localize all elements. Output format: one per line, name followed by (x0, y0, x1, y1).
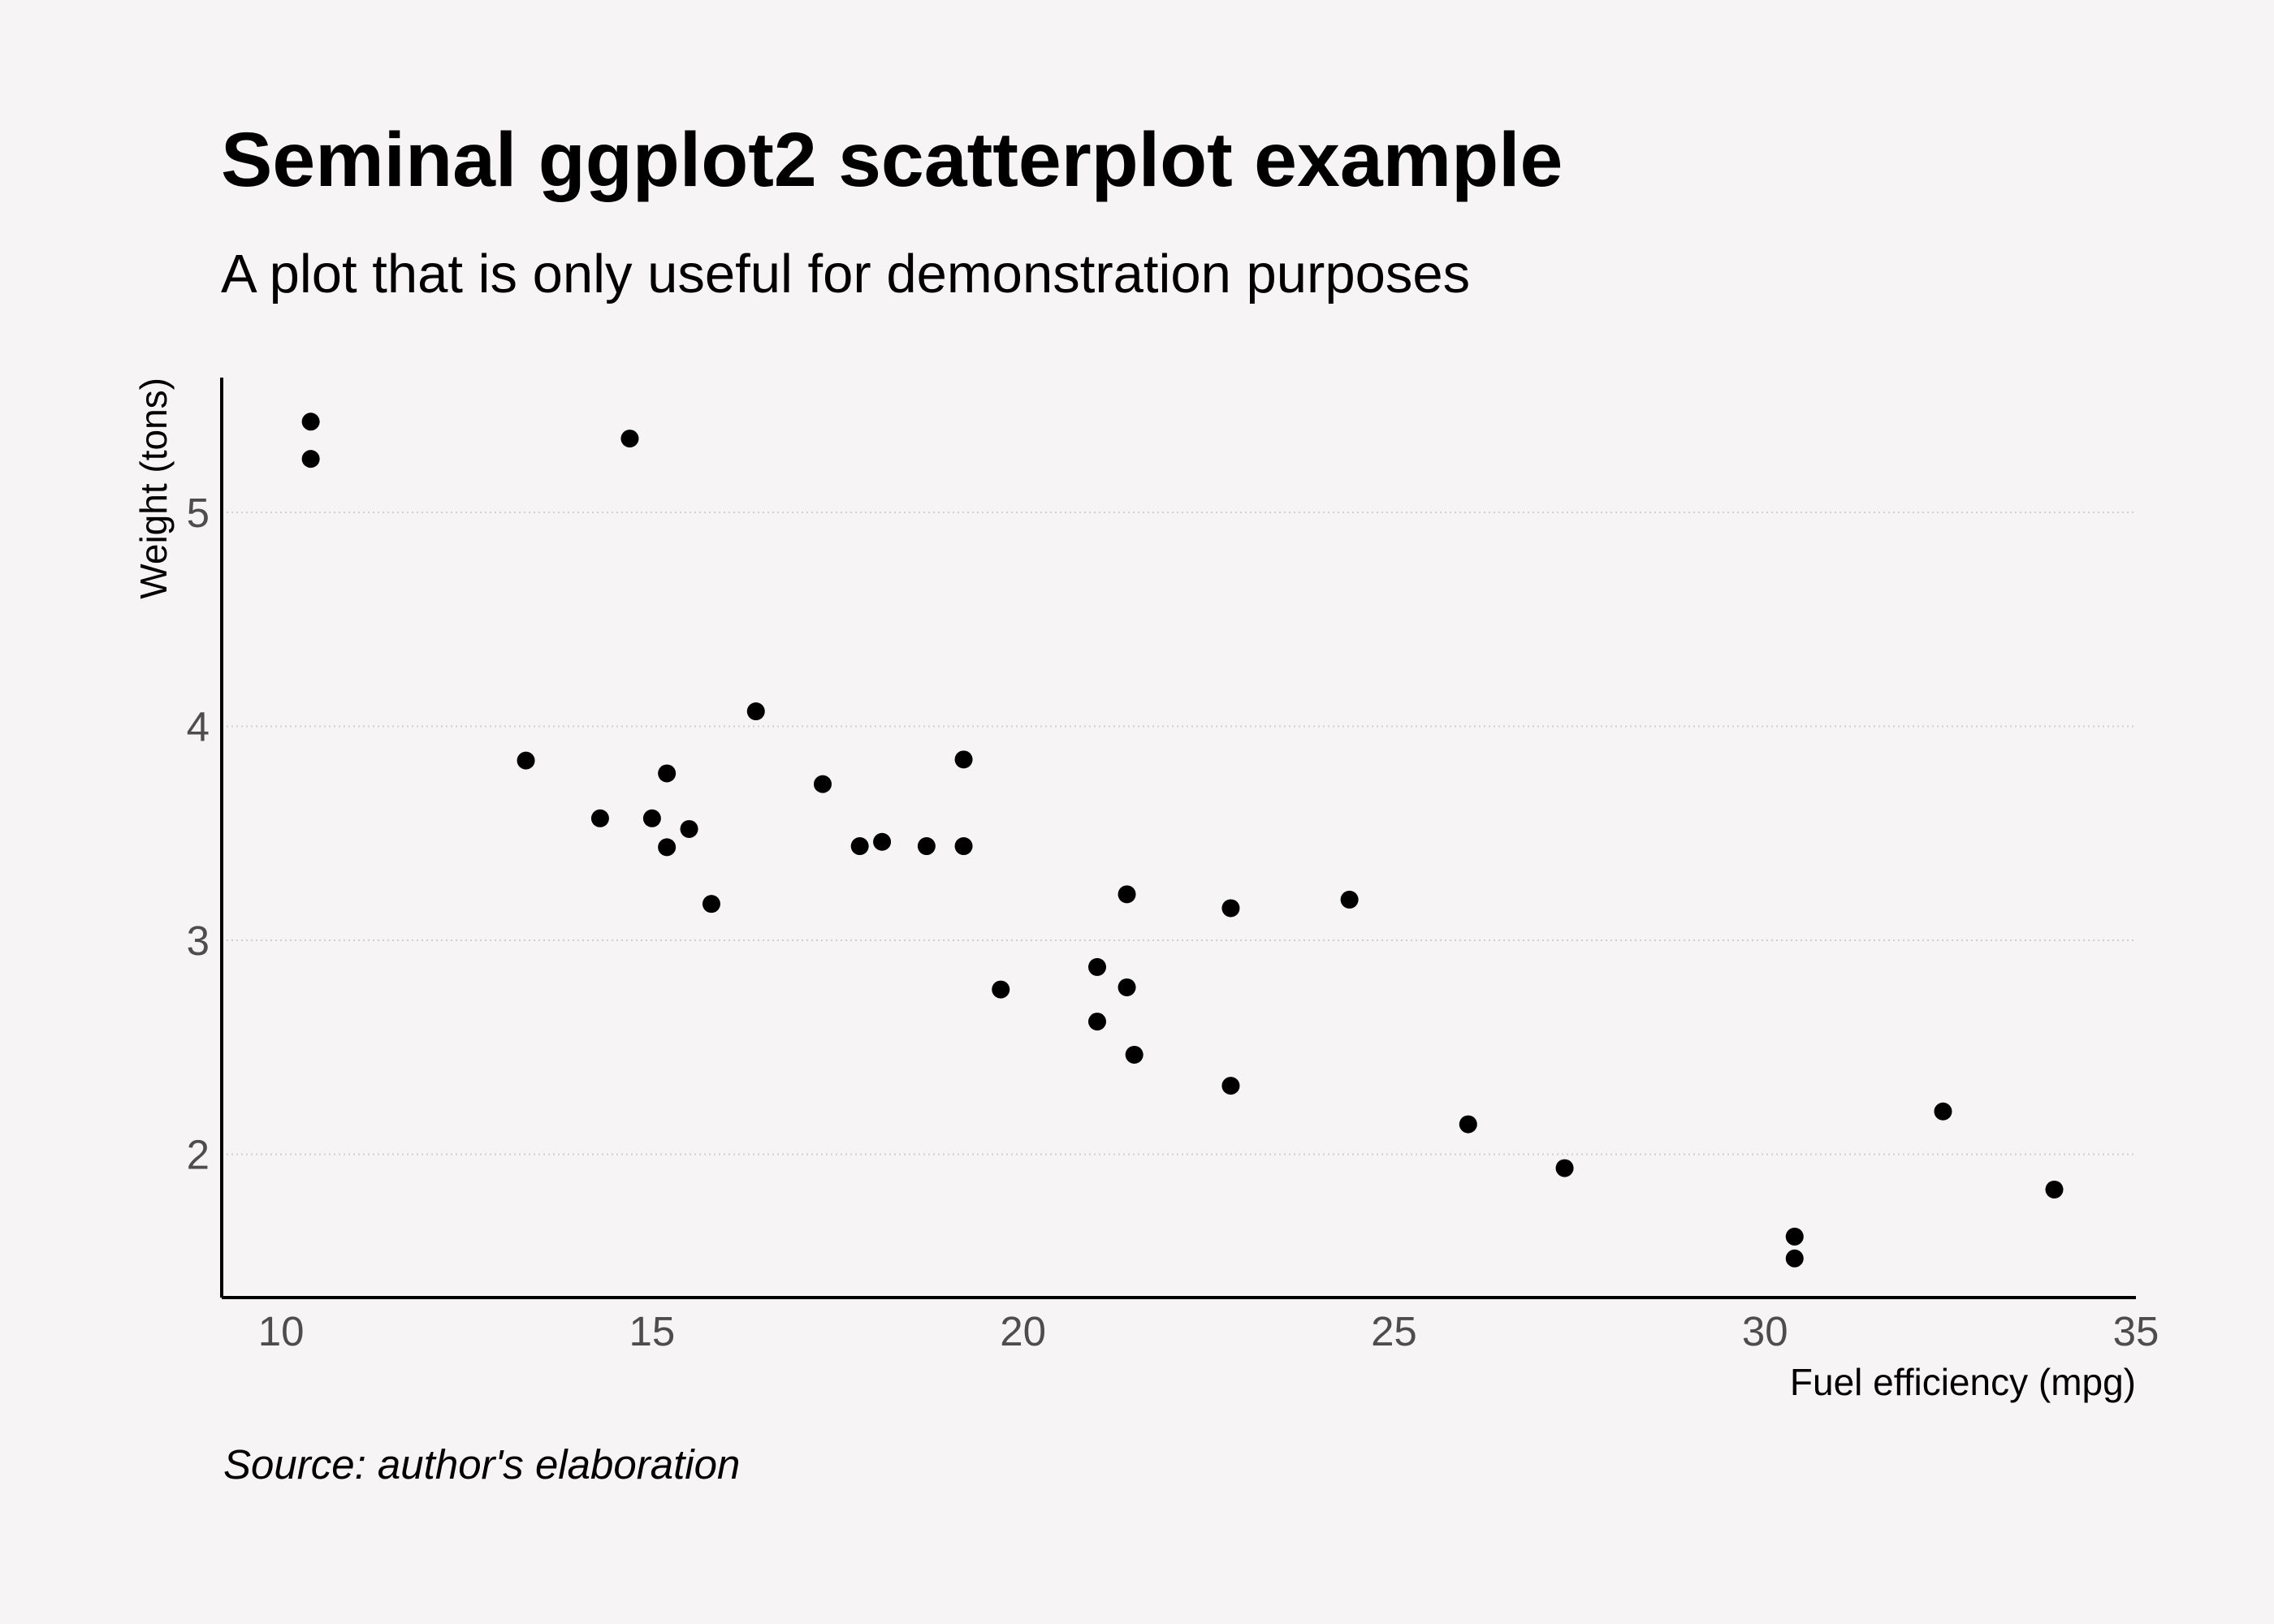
y-axis-title: Weight (tons) (132, 378, 175, 599)
data-point (1088, 1013, 1107, 1031)
data-point (1118, 978, 1136, 996)
data-point (1118, 885, 1136, 904)
x-tick-label: 25 (1371, 1308, 1417, 1354)
data-point (954, 750, 973, 769)
x-tick-label: 15 (629, 1308, 676, 1354)
data-point (850, 837, 869, 856)
x-axis-title: Fuel efficiency (mpg) (1790, 1361, 2136, 1403)
data-point (301, 412, 320, 431)
data-point (813, 775, 832, 793)
data-point (954, 837, 973, 856)
data-point (620, 430, 639, 448)
y-tick-label: 5 (187, 490, 210, 536)
axes (220, 378, 2136, 1299)
x-tick-label: 10 (258, 1308, 305, 1354)
data-point (746, 702, 765, 721)
data-point (301, 450, 320, 469)
y-tick-label: 2 (187, 1131, 210, 1177)
x-tick-label: 35 (2113, 1308, 2159, 1354)
chart-title: Seminal ggplot2 scatterplot example (221, 117, 1563, 203)
x-tick-label: 30 (1742, 1308, 1788, 1354)
x-tick-label: 20 (1000, 1308, 1046, 1354)
data-point (1459, 1115, 1477, 1134)
data-point (1221, 899, 1240, 918)
x-tick-labels: 10 15 20 25 30 35 (258, 1308, 2159, 1354)
data-point (702, 895, 720, 914)
gridlines (222, 511, 2136, 1155)
data-point (917, 837, 936, 856)
y-tick-label: 3 (187, 918, 210, 964)
data-point (517, 751, 535, 770)
data-point (1221, 1077, 1240, 1095)
data-point (658, 838, 677, 857)
data-point (2045, 1180, 2064, 1199)
data-point (1340, 890, 1359, 909)
chart-subtitle: A plot that is only useful for demonstra… (221, 244, 1471, 304)
data-point (873, 832, 892, 851)
data-point (1555, 1159, 1574, 1177)
chart-caption: Source: author's elaboration (223, 1441, 741, 1488)
data-point (680, 819, 698, 838)
data-point (590, 809, 609, 827)
data-points (301, 412, 2064, 1268)
data-point (1785, 1249, 1804, 1268)
data-point (1785, 1227, 1804, 1246)
data-point (642, 809, 661, 827)
y-tick-label: 4 (187, 703, 210, 749)
y-tick-labels: 2 3 4 5 (187, 490, 210, 1177)
data-point (992, 980, 1010, 999)
data-point (1125, 1045, 1143, 1064)
data-point (1934, 1102, 1952, 1121)
data-point (658, 764, 677, 783)
data-point (1088, 957, 1107, 976)
